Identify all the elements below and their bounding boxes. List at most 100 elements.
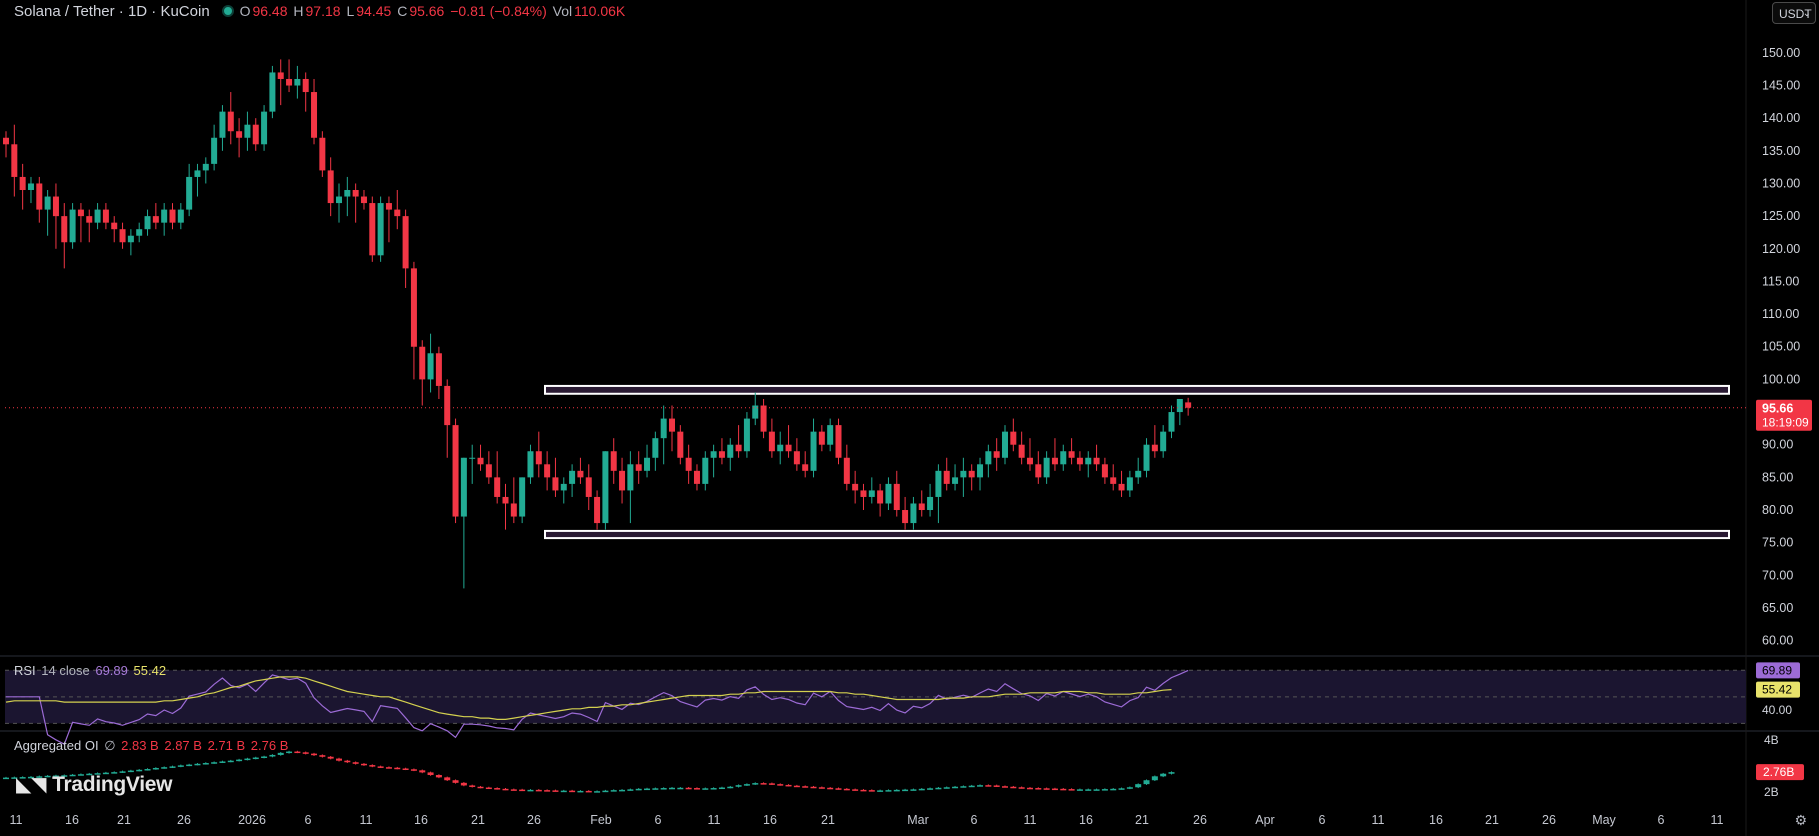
market-status-icon (221, 5, 234, 18)
oi-candle (718, 786, 725, 790)
oi-body (1160, 773, 1167, 777)
oi-candle (727, 785, 734, 789)
time-tick-label: 6 (1658, 813, 1665, 827)
oi-name[interactable]: Aggregated OI (14, 738, 99, 753)
tradingview-logo[interactable]: ◣◥ TradingView (16, 772, 172, 797)
candle-body (169, 209, 176, 223)
candle-body (111, 222, 118, 230)
candle (760, 398, 767, 439)
candle-body (1051, 457, 1058, 465)
candle-body (86, 216, 93, 223)
volume-value: 110.06K (574, 3, 626, 19)
candle (169, 203, 176, 230)
oi-candle (460, 782, 467, 787)
oi-tick-label: 4B (1764, 733, 1779, 747)
oi-body (535, 789, 542, 792)
price-tick-label: 125.00 (1762, 209, 1800, 223)
oi-candle (227, 759, 234, 763)
oi-candle (752, 782, 759, 785)
oi-body (202, 763, 209, 765)
oi-body (194, 763, 201, 766)
oi-body (1118, 788, 1125, 790)
candle (835, 418, 842, 465)
candle-body (810, 431, 817, 471)
price-tick-label: 75.00 (1762, 536, 1793, 550)
currency-selector[interactable]: USDT ⌄ (1772, 2, 1816, 24)
candle (186, 163, 193, 217)
candle-body (144, 216, 151, 230)
oi-candle (352, 761, 359, 765)
candle-body (94, 209, 101, 223)
candle-body (369, 203, 376, 256)
price-tick-label: 140.00 (1762, 111, 1800, 125)
candle (635, 451, 642, 484)
candle-body (152, 216, 159, 223)
rsi-name[interactable]: RSI (14, 663, 36, 678)
oi-candle (635, 788, 642, 791)
candle-body (1043, 457, 1050, 478)
oi-body (802, 786, 809, 788)
candle-body (852, 483, 859, 491)
price-tick-label: 65.00 (1762, 601, 1793, 615)
oi-body (435, 775, 442, 778)
oi-candle (527, 789, 534, 792)
gear-icon[interactable]: ⚙ (1794, 812, 1807, 828)
oi-body (269, 754, 276, 757)
oi-candle (993, 784, 1000, 788)
candle (327, 157, 334, 217)
candle (660, 405, 667, 465)
rsi-params: 14 close (41, 663, 90, 678)
candle-body (785, 444, 792, 452)
candle-body (469, 457, 476, 459)
oi-candle (602, 789, 609, 793)
oi-candle (793, 784, 800, 788)
oi-body (710, 788, 717, 790)
oi-body (377, 766, 384, 768)
oi-body (885, 790, 892, 792)
oi-candle (885, 789, 892, 792)
candle (252, 118, 259, 151)
candle (1160, 425, 1167, 458)
candle (277, 59, 284, 106)
oi-candle (577, 790, 584, 793)
oi-candle (102, 771, 109, 775)
oi-body (177, 765, 184, 767)
oi-candle (144, 768, 151, 771)
symbol-title[interactable]: Solana / Tether · 1D · KuCoin (14, 3, 210, 20)
candle-body (1068, 451, 1075, 458)
oi-candle (777, 783, 784, 786)
oi-candle (311, 752, 318, 756)
candle (352, 183, 359, 223)
candle (1043, 451, 1050, 484)
oi-candle (119, 770, 126, 773)
oi-candle (261, 755, 268, 759)
oi-body (877, 790, 884, 792)
oi-candle (244, 757, 251, 761)
candle-body (627, 464, 634, 491)
low-label: L (346, 3, 355, 19)
candle (360, 190, 367, 210)
time-tick-label: Apr (1255, 813, 1274, 827)
candle (960, 457, 967, 497)
candle (444, 379, 451, 458)
candle (1035, 451, 1042, 484)
oi-candle (710, 787, 717, 790)
oi-body (893, 789, 900, 792)
oi-candle (485, 786, 492, 790)
candle-body (244, 124, 251, 138)
candle (560, 477, 567, 504)
candle-body (444, 385, 451, 426)
oi-body (693, 788, 700, 790)
oi-candle (660, 787, 667, 790)
oi-candle (94, 772, 101, 775)
oi-candle (619, 789, 626, 792)
oi-candle (569, 789, 576, 793)
oi-body (818, 787, 825, 789)
candle (161, 203, 168, 236)
candle-body (1076, 457, 1083, 465)
candle-body (161, 209, 168, 223)
candle (860, 483, 867, 511)
candle-body (485, 464, 492, 478)
oi-body (552, 790, 559, 792)
